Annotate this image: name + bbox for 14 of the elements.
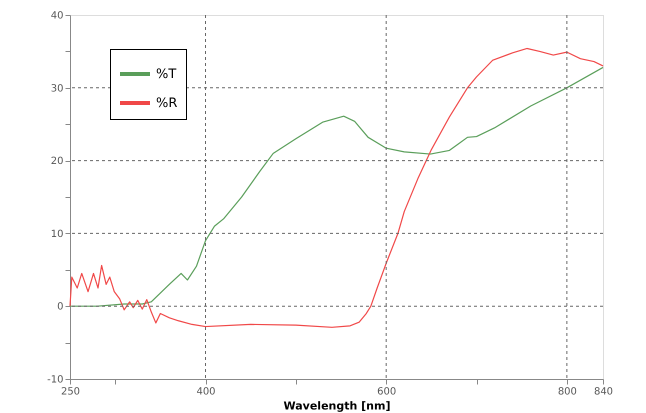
- y-tick-label: 30: [50, 83, 64, 94]
- y-tick-label: 40: [50, 10, 64, 22]
- x-tick-label: 800: [558, 386, 577, 398]
- x-tick-label: 400: [196, 386, 216, 398]
- x-tick-label: 600: [377, 386, 396, 398]
- y-tick-label: 20: [50, 156, 64, 168]
- legend-label: %T: [156, 67, 176, 82]
- y-tick-label: -10: [47, 374, 64, 386]
- x-axis-title: Wavelength [nm]: [284, 400, 390, 412]
- legend-label: %R: [156, 96, 178, 111]
- x-tick-label: 250: [60, 386, 80, 398]
- x-tick-label: 840: [594, 386, 614, 398]
- y-tick-label: 0: [57, 302, 64, 313]
- y-tick-label: 10: [50, 228, 64, 240]
